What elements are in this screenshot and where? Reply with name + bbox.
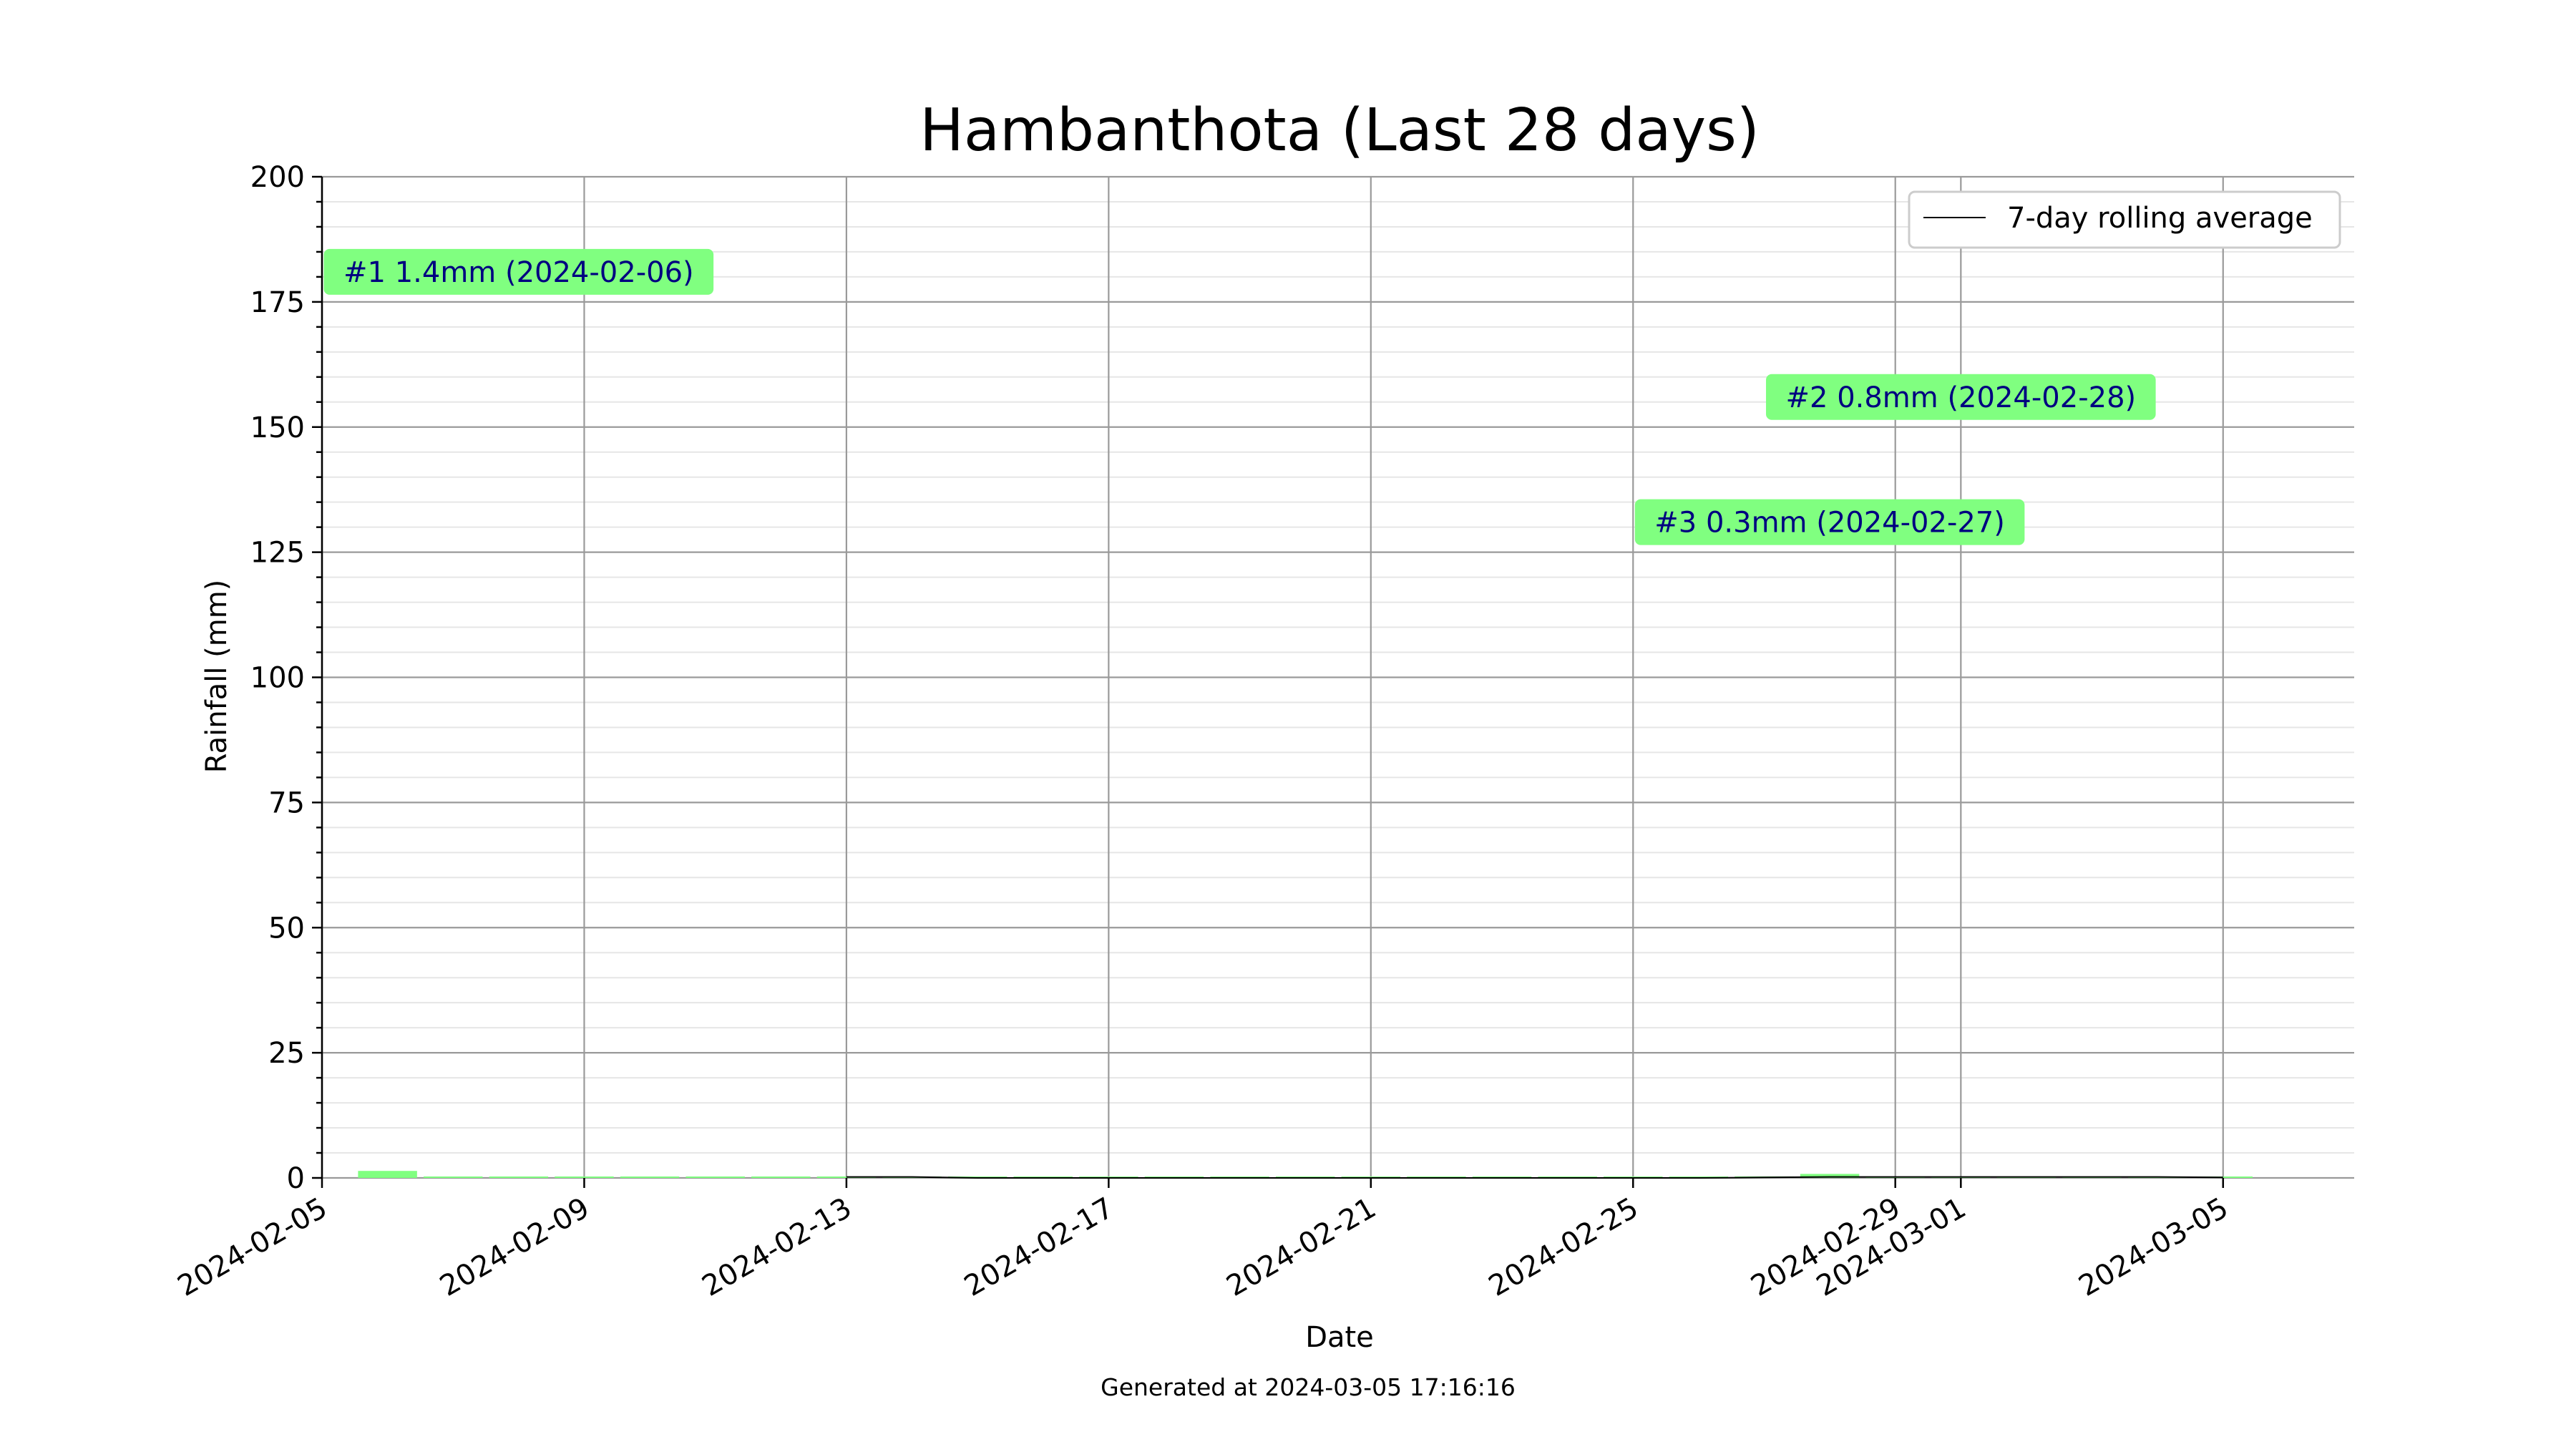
rainfall-bar xyxy=(751,1176,811,1178)
legend-box xyxy=(1908,190,2341,249)
y-tick-label: 100 xyxy=(250,662,305,695)
y-tick-label: 200 xyxy=(250,161,305,194)
x-tick-label: 2024-03-05 xyxy=(2073,1192,2233,1303)
annotations: #1 1.4mm (2024-02-06) #2 0.8mm (2024-02-2… xyxy=(323,248,2156,545)
generated-at-footer: Generated at 2024-03-05 17:16:16 xyxy=(1101,1373,1516,1401)
x-tick-label: 2024-02-21 xyxy=(1221,1192,1381,1303)
rainfall-bar xyxy=(1800,1174,1860,1178)
y-tick-label: 50 xyxy=(268,912,305,945)
legend: 7-day rolling average xyxy=(1908,190,2341,249)
y-tick-label: 0 xyxy=(287,1162,305,1195)
annotation-box xyxy=(323,248,714,295)
annotation-box xyxy=(1634,499,2025,545)
x-tick-label: 2024-02-17 xyxy=(959,1192,1119,1303)
x-axis-label: Date xyxy=(1305,1321,1374,1354)
annotation-text: #1 1.4mm (2024-02-06) xyxy=(343,256,694,289)
legend-entry: 7-day rolling average xyxy=(2007,202,2313,235)
rainfall-bar xyxy=(555,1176,614,1178)
annotation-box xyxy=(1766,374,2156,420)
rainfall-bar xyxy=(620,1176,680,1178)
annotation-text: #3 0.3mm (2024-02-27) xyxy=(1654,507,2005,540)
x-tick-label: 2024-02-05 xyxy=(172,1192,333,1303)
axes xyxy=(312,175,2225,1188)
x-tick-label: 2024-02-25 xyxy=(1483,1192,1644,1303)
annotation: #1 1.4mm (2024-02-06) xyxy=(323,248,714,295)
rainfall-bar xyxy=(358,1171,417,1178)
y-axis-label: Rainfall (mm) xyxy=(200,580,233,774)
annotation: #3 0.3mm (2024-02-27) xyxy=(1634,499,2025,545)
rainfall-bar xyxy=(424,1176,483,1178)
tick-labels: 0 25 50 75 100 125 150 175 200 2024-02-05 2024-02-… xyxy=(172,161,2234,1303)
rolling-average-line xyxy=(846,1176,2223,1179)
chart-title: Hambanthota (Last 28 days) xyxy=(919,97,1760,165)
rainfall-bar xyxy=(489,1176,549,1178)
x-tick-label: 2024-02-13 xyxy=(697,1192,857,1303)
y-tick-label: 150 xyxy=(250,411,305,444)
rainfall-bar xyxy=(686,1176,745,1178)
grid xyxy=(321,175,2354,1179)
annotation: #2 0.8mm (2024-02-28) xyxy=(1766,374,2156,420)
y-tick-label: 75 xyxy=(268,786,305,819)
y-tick-label: 175 xyxy=(250,286,305,319)
annotation-text: #2 0.8mm (2024-02-28) xyxy=(1786,381,2137,414)
rolling-average-line-group xyxy=(846,1176,2223,1179)
x-tick-label: 2024-02-09 xyxy=(434,1192,595,1303)
y-tick-label: 125 xyxy=(250,537,305,570)
y-tick-label: 25 xyxy=(268,1037,305,1070)
